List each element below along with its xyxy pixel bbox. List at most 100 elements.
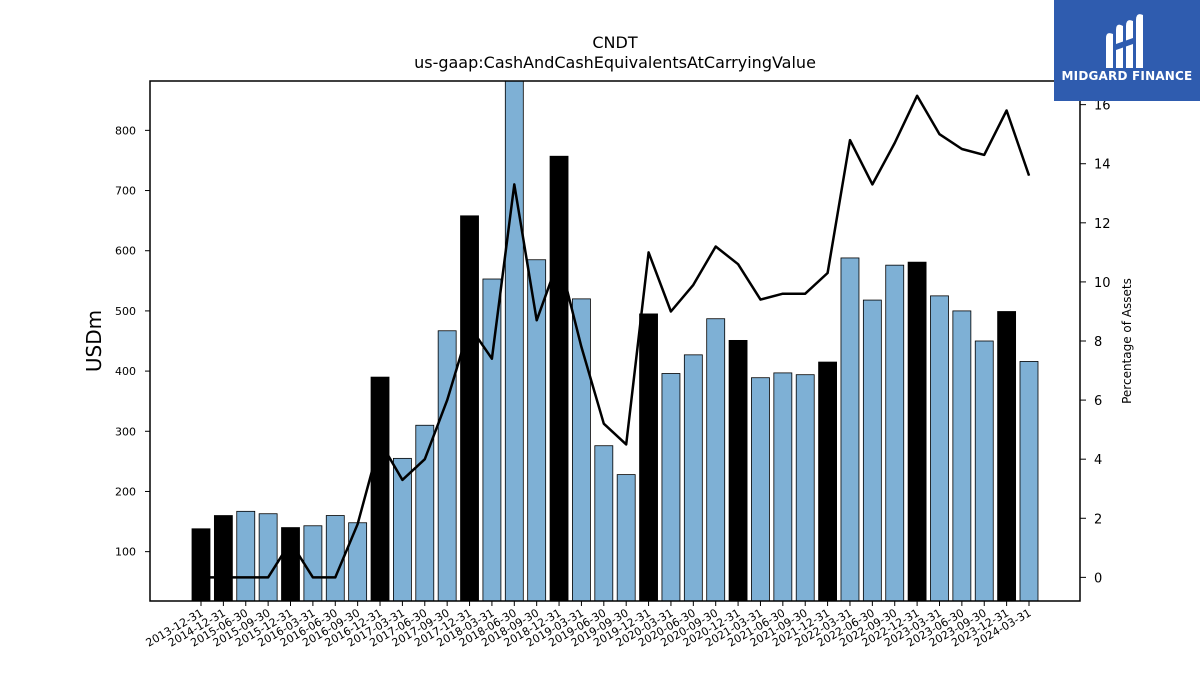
y2-tick-label: 10 [1094, 276, 1111, 291]
bar-2017-06-30 [415, 424, 435, 602]
chart-title: CNDT [592, 33, 637, 52]
bar-2019-12-31 [639, 313, 658, 602]
y-tick-label: 800 [115, 124, 136, 137]
line-point-2021-06-30 [782, 293, 784, 295]
line-point-2019-06-30 [603, 423, 605, 425]
line-point-2016-06-30 [334, 576, 336, 578]
bar-2015-12-31 [281, 527, 300, 602]
bar-2017-09-30 [437, 330, 457, 602]
bar-2014-12-31 [213, 515, 233, 602]
bar-2023-03-31 [930, 295, 949, 602]
bar-2021-12-31 [818, 361, 837, 602]
line-point-2023-03-31 [938, 133, 940, 135]
y-tick-label: 400 [115, 365, 136, 378]
line-point-2022-06-30 [871, 183, 873, 185]
y2-tick-label: 14 [1094, 158, 1111, 173]
bar-2020-03-31 [661, 373, 681, 602]
y-tick-label: 100 [115, 546, 136, 559]
bar-2016-06-30 [325, 515, 345, 602]
bar-2019-09-30 [616, 474, 636, 602]
line-point-2016-09-30 [357, 523, 359, 525]
line-point-2021-12-31 [827, 272, 829, 274]
line-point-2020-03-31 [670, 310, 672, 312]
line-group [200, 94, 1031, 579]
logo-mark-icon [1106, 14, 1143, 69]
y-tick-label: 300 [115, 425, 136, 438]
line-point-2015-12-31 [290, 541, 292, 543]
bar-2021-03-31 [751, 377, 770, 602]
line-point-2017-12-31 [469, 325, 471, 327]
bar-2020-06-30 [683, 354, 703, 602]
line-point-2014-12-31 [222, 576, 224, 578]
y-tick-label: 500 [115, 305, 136, 318]
bar-2023-06-30 [952, 310, 972, 602]
line-point-2019-03-31 [580, 346, 582, 348]
bar-2013-12-31 [191, 528, 211, 602]
x-axis: 2013-12-312014-12-312015-06-302015-09-30… [144, 601, 1034, 650]
line-point-2018-06-30 [513, 183, 515, 185]
y-tick-label: 700 [115, 185, 136, 198]
bar-2022-06-30 [862, 299, 882, 602]
y2-axis-label: Percentage of Assets [1120, 278, 1134, 404]
bar-2022-12-31 [907, 261, 927, 602]
line-point-2019-12-31 [648, 251, 650, 253]
bar-2016-03-31 [303, 525, 323, 602]
line-point-2015-06-30 [245, 576, 247, 578]
y2-tick-label: 8 [1094, 335, 1102, 350]
line-point-2023-06-30 [961, 148, 963, 150]
line-point-2015-09-30 [267, 576, 269, 578]
y-axis: 100 200 300 400 500 600 700 800 [115, 124, 150, 559]
line-point-2022-03-31 [849, 139, 851, 141]
y2-tick-label: 0 [1094, 571, 1102, 586]
y2-axis: 0 2 4 6 8 10 12 14 16 [1080, 99, 1111, 586]
bars-group [191, 80, 1039, 602]
bar-2023-12-31 [997, 311, 1017, 602]
line-point-2016-12-31 [379, 440, 381, 442]
bar-2023-09-30 [974, 340, 994, 602]
line-point-2020-12-31 [737, 263, 739, 265]
bar-2017-12-31 [460, 215, 479, 602]
line-point-2018-12-31 [558, 257, 560, 259]
line-point-2023-12-31 [1006, 110, 1008, 112]
line-point-2018-09-30 [536, 319, 538, 321]
line-point-2022-12-31 [916, 95, 918, 97]
midgard-finance-logo: MIDGARD FINANCE [1054, 0, 1200, 101]
bar-2018-09-30 [527, 259, 547, 602]
line-point-2018-03-31 [491, 358, 493, 360]
bar-2016-12-31 [370, 376, 390, 602]
line-point-2017-03-31 [401, 479, 403, 481]
line-point-2016-03-31 [312, 576, 314, 578]
line-point-2017-09-30 [446, 399, 448, 401]
line-point-2023-09-30 [983, 154, 985, 156]
y-tick-label: 200 [115, 485, 136, 498]
y2-tick-label: 12 [1094, 217, 1111, 232]
chart-subtitle: us-gaap:CashAndCashEquivalentsAtCarrying… [414, 53, 816, 72]
line-point-2020-09-30 [715, 245, 717, 247]
line-point-2020-06-30 [692, 284, 694, 286]
bar-2022-09-30 [885, 264, 905, 602]
line-point-2024-03-31 [1028, 175, 1030, 177]
line-point-2022-09-30 [894, 142, 896, 144]
bar-2024-03-31 [1019, 361, 1039, 602]
bar-2021-06-30 [773, 372, 793, 602]
bar-2016-09-30 [348, 522, 368, 602]
bar-2020-09-30 [706, 318, 726, 602]
line-point-2021-03-31 [759, 299, 761, 301]
bar-2019-06-30 [594, 445, 614, 602]
y-tick-label: 600 [115, 245, 136, 258]
bar-2018-06-30 [504, 80, 524, 602]
y-axis-label: USDm [82, 310, 106, 372]
bar-2015-06-30 [236, 510, 256, 602]
line-point-2013-12-31 [200, 576, 202, 578]
line-point-2019-09-30 [625, 443, 627, 445]
bar-2020-12-31 [728, 339, 748, 602]
line-point-2017-06-30 [424, 458, 426, 460]
y2-tick-label: 2 [1094, 512, 1102, 527]
logo-text: MIDGARD FINANCE [1061, 69, 1193, 83]
y2-tick-label: 6 [1094, 394, 1102, 409]
line-point-2021-09-30 [804, 293, 806, 295]
y2-tick-label: 4 [1094, 453, 1102, 468]
bar-2022-03-31 [840, 257, 860, 602]
bar-2018-12-31 [549, 155, 569, 602]
